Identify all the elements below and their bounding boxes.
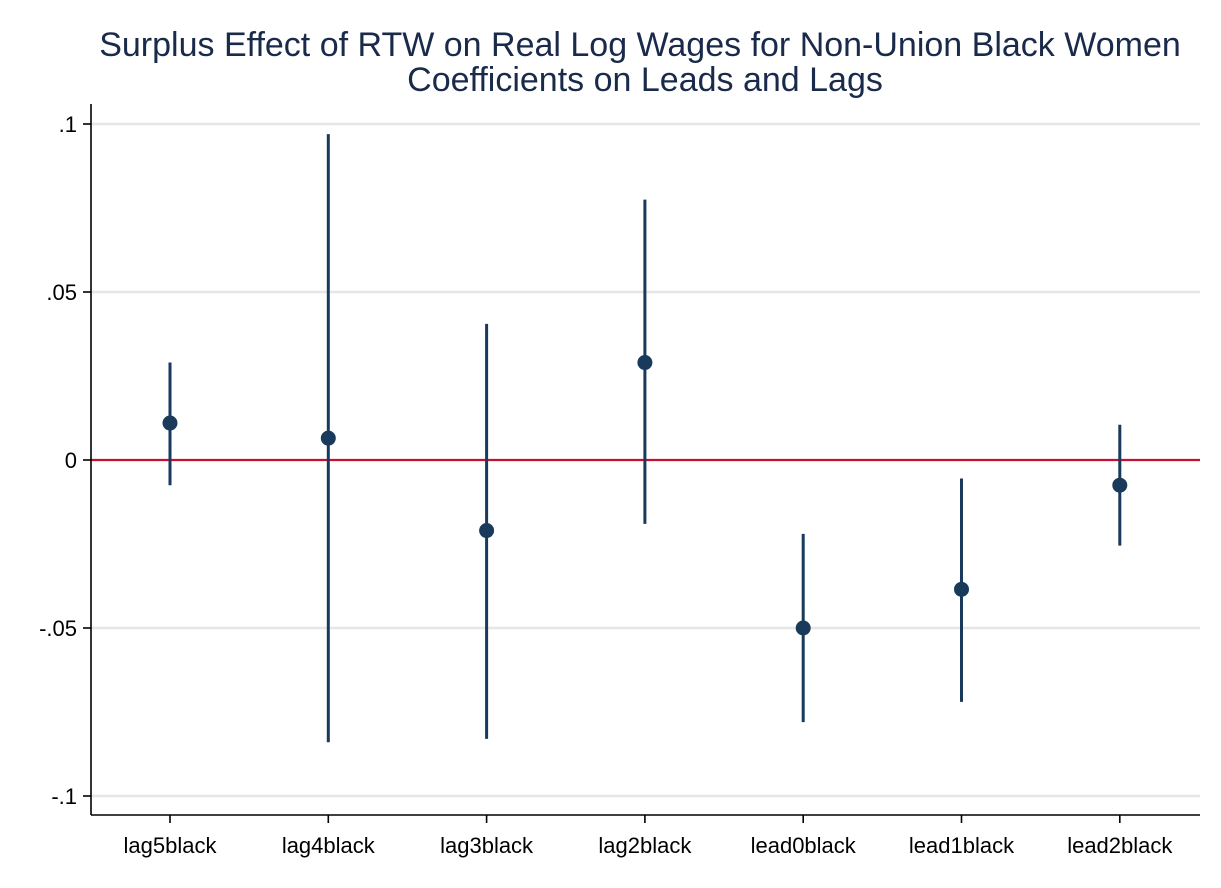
y-tick-label: .05 (46, 280, 77, 305)
x-tick-label: lag2black (598, 833, 692, 858)
y-tick-label: 0 (65, 448, 77, 473)
x-tick-label: lag3black (440, 833, 534, 858)
y-tick-label: .1 (59, 112, 77, 137)
point-estimates (162, 355, 1128, 636)
point-lag5black (162, 415, 178, 431)
y-tick-label: -.05 (39, 616, 77, 641)
y-tick-label: -.1 (51, 784, 77, 809)
point-lead2black (1112, 477, 1128, 493)
x-tick-label: lead2black (1067, 833, 1173, 858)
point-lag3black (479, 523, 495, 539)
x-tick-label: lead0black (751, 833, 857, 858)
point-lead1black (954, 581, 969, 597)
confidence-intervals (168, 134, 1122, 743)
x-tick-label: lag5black (124, 833, 218, 858)
gridlines (91, 122, 1200, 798)
x-axis-ticks: lag5black lag4black lag3black lag2black lead… (124, 815, 1173, 858)
x-tick-label: lead1black (909, 833, 1015, 858)
point-lag2black (637, 355, 653, 371)
chart-title: Surplus Effect of RTW on Real Log Wages … (99, 26, 1181, 64)
point-lag4black (320, 430, 336, 446)
x-tick-label: lag4black (282, 833, 376, 858)
chart-subtitle: Coefficients on Leads and Lags (407, 61, 883, 99)
point-lead0black (795, 620, 811, 636)
y-axis-ticks: .1 .05 0 -.05 -.1 (39, 112, 91, 809)
